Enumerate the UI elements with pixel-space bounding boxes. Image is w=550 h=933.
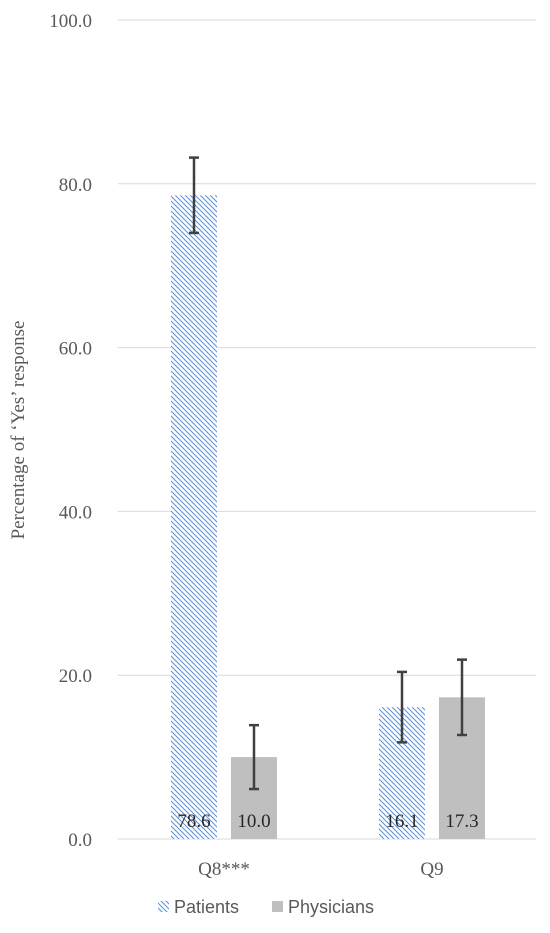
y-axis-tick-labels: 0.0 20.0 40.0 60.0 80.0 100.0: [49, 11, 92, 851]
y-axis-title: Percentage of ‘Yes’ response: [8, 321, 29, 540]
data-label: 17.3: [445, 811, 478, 832]
y-tick-label: 80.0: [59, 175, 92, 196]
legend-swatch: [158, 901, 169, 912]
error-bar: [189, 156, 199, 235]
data-labels: 78.6 10.0 16.1 17.3: [177, 811, 478, 832]
x-category-label: Q9: [420, 859, 443, 880]
error-bar: [397, 670, 407, 744]
error-bar: [457, 658, 467, 737]
legend-label: Physicians: [288, 897, 374, 917]
y-tick-label: 100.0: [49, 11, 92, 32]
x-category-label: Q8***: [198, 859, 250, 880]
x-axis-category-labels: Q8*** Q9: [198, 859, 443, 880]
data-label: 78.6: [177, 811, 210, 832]
y-tick-label: 0.0: [68, 830, 92, 851]
legend-label: Patients: [174, 897, 239, 917]
legend: Patients Physicians: [158, 897, 374, 917]
y-tick-label: 60.0: [59, 339, 92, 360]
y-tick-label: 40.0: [59, 502, 92, 523]
error-bar: [249, 723, 259, 791]
error-bars: [189, 156, 467, 791]
bar-patients-1: [171, 195, 217, 840]
data-label: 16.1: [385, 811, 418, 832]
data-label: 10.0: [237, 811, 270, 832]
legend-swatch: [272, 901, 283, 912]
bars: [171, 195, 485, 840]
legend-item-patients: Patients: [158, 897, 239, 917]
legend-item-physicians: Physicians: [272, 897, 374, 917]
y-tick-label: 20.0: [59, 666, 92, 687]
